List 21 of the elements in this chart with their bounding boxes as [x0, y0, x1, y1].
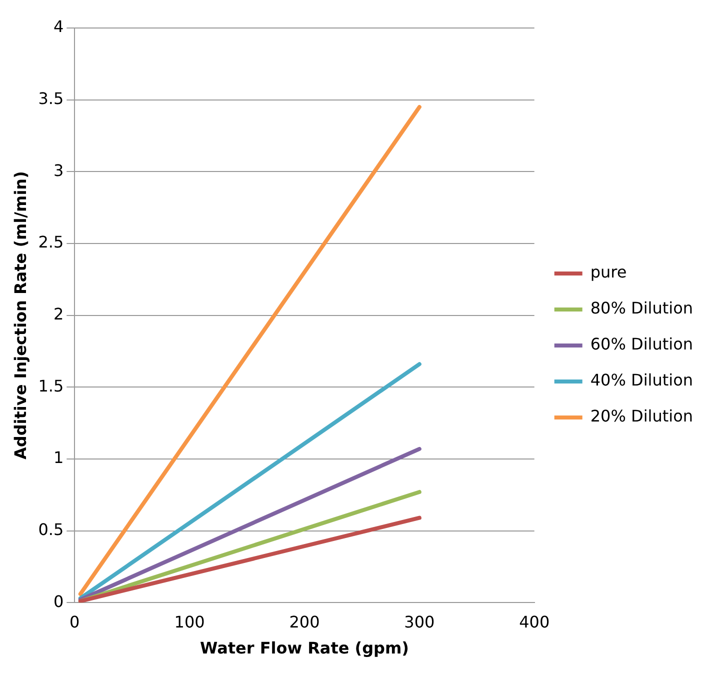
y-tick-label: 1 [53, 448, 64, 468]
legend-label: pure [590, 262, 627, 282]
legend-label: 80% Dilution [590, 298, 694, 318]
x-axis-title: Water Flow Rate (gpm) [200, 638, 409, 658]
legend-label: 60% Dilution [590, 334, 694, 354]
x-tick-label: 200 [289, 612, 320, 632]
y-tick-label: 0 [53, 592, 64, 611]
y-tick-label: 0.5 [38, 520, 64, 539]
y-axis-title: Additive Injection Rate (ml/min) [10, 171, 30, 460]
x-tick-label: 300 [404, 612, 435, 632]
y-tick-label: 2 [53, 304, 64, 324]
y-tick-label: 3 [53, 160, 64, 180]
y-tick-label: 1.5 [38, 376, 64, 396]
x-tick-label: 100 [174, 612, 205, 632]
x-tick-label: 400 [519, 612, 550, 632]
y-tick-label: 4 [53, 17, 64, 36]
y-tick-label: 2.5 [38, 232, 64, 252]
legend-label: 20% Dilution [590, 406, 694, 426]
y-tick-label: 3.5 [38, 88, 64, 108]
x-tick-label: 0 [70, 612, 80, 632]
legend-label: 40% Dilution [590, 370, 694, 390]
